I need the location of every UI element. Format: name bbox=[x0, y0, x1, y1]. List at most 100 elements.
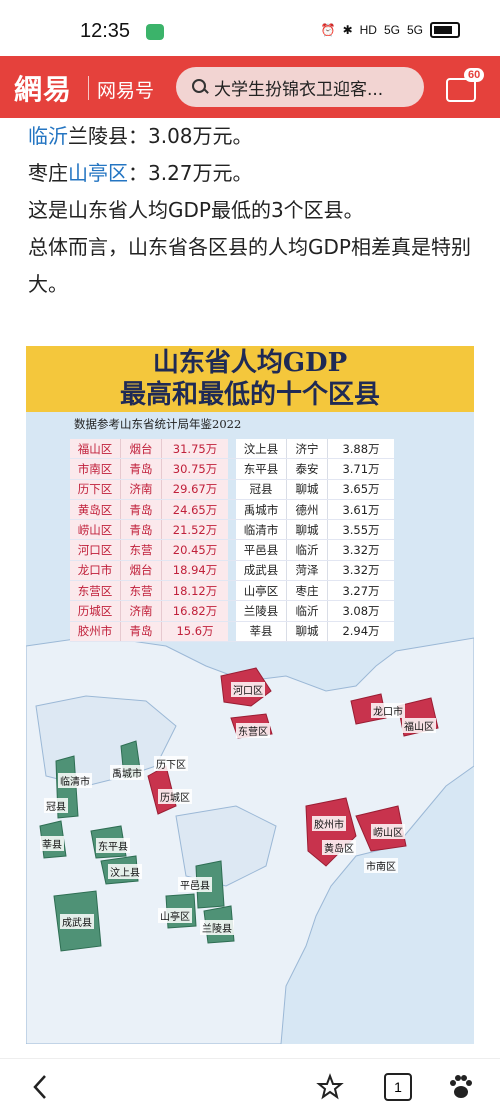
map-label-chengwu: 成武县 bbox=[60, 914, 94, 929]
line-prefix: 枣庄 bbox=[28, 161, 68, 185]
map-label-fushan: 福山区 bbox=[402, 718, 436, 733]
battery-icon bbox=[430, 22, 460, 38]
table-gap bbox=[228, 580, 236, 602]
link-linyi[interactable]: 临沂 bbox=[28, 124, 68, 148]
table-cell: 31.75万 bbox=[161, 439, 228, 460]
table-cell: 河口区 bbox=[70, 539, 121, 561]
table-cell: 山亭区 bbox=[236, 580, 287, 602]
table-cell: 20.45万 bbox=[161, 539, 228, 561]
table-cell: 青岛 bbox=[120, 499, 162, 521]
table-row: 龙口市 烟台 18.94万 成武县 菏泽 3.32万 bbox=[70, 560, 394, 582]
table-cell: 东营 bbox=[120, 539, 162, 561]
table-cell: 15.6万 bbox=[161, 621, 228, 642]
table-cell: 成武县 bbox=[236, 560, 287, 582]
map-label-huangdao: 黄岛区 bbox=[322, 840, 356, 855]
table-cell: 历下区 bbox=[70, 479, 121, 500]
map-label-shinan: 市南区 bbox=[364, 858, 398, 873]
table-cell: 聊城 bbox=[286, 519, 328, 541]
search-icon bbox=[192, 79, 208, 95]
map-label-lanling: 兰陵县 bbox=[200, 920, 234, 935]
hd-icon: HD bbox=[359, 23, 377, 37]
map-label-dongying: 东营区 bbox=[236, 723, 270, 738]
table-gap bbox=[228, 458, 236, 480]
table-row: 崂山区 青岛 21.52万 临清市 聊城 3.55万 bbox=[70, 519, 394, 541]
table-row: 黄岛区 青岛 24.65万 禹城市 德州 3.61万 bbox=[70, 499, 394, 521]
bottom-toolbar: 1 bbox=[0, 1058, 500, 1118]
map-label-longkou: 龙口市 bbox=[371, 703, 405, 718]
table-cell: 临沂 bbox=[286, 539, 328, 561]
alarm-icon: ⏰ bbox=[320, 23, 336, 37]
figure-source: 数据参考山东省统计局年鉴2022 bbox=[74, 417, 242, 431]
search-suggestion: 大学生扮锦衣卫迎客... bbox=[214, 79, 384, 100]
table-cell: 青岛 bbox=[120, 458, 162, 480]
message-icon bbox=[446, 78, 476, 102]
line-text: 兰陵县：3.08万元。 bbox=[68, 124, 253, 148]
article-image[interactable]: 山东省人均GDP 最高和最低的十个区县 数据参考山东省统计局年鉴2022 福山区… bbox=[26, 346, 474, 1044]
tabs-button[interactable]: 1 bbox=[384, 1073, 412, 1101]
table-cell: 东平县 bbox=[236, 458, 287, 480]
link-shanting[interactable]: 山亭区 bbox=[68, 161, 128, 185]
favorite-star-icon[interactable] bbox=[316, 1073, 344, 1101]
table-gap bbox=[228, 479, 236, 500]
message-button[interactable]: 60 bbox=[446, 68, 485, 102]
paragraph: 这是山东省人均GDP最低的3个区县。 bbox=[28, 198, 364, 222]
table-cell: 29.67万 bbox=[161, 479, 228, 500]
table-cell: 3.61万 bbox=[327, 499, 394, 521]
table-cell: 临沂 bbox=[286, 600, 328, 622]
table-gap bbox=[228, 539, 236, 561]
table-cell: 2.94万 bbox=[327, 621, 394, 642]
message-badge: 60 bbox=[464, 68, 485, 82]
back-icon[interactable] bbox=[30, 1073, 50, 1101]
table-row: 福山区 烟台 31.75万 汶上县 济宁 3.88万 bbox=[70, 439, 394, 460]
channel-label[interactable]: 网易号 bbox=[97, 80, 155, 102]
status-icons: ⏰ ✱ HD 5G 5G bbox=[321, 22, 460, 38]
map-label-licheng: 历城区 bbox=[158, 789, 192, 804]
map-label-guanxian: 冠县 bbox=[44, 798, 68, 813]
table-cell: 黄岛区 bbox=[70, 499, 121, 521]
table-cell: 聊城 bbox=[286, 479, 328, 500]
table-cell: 聊城 bbox=[286, 621, 328, 642]
paragraph: 总体而言，山东省各区县的人均GDP相差真是特别大。 bbox=[28, 235, 471, 296]
table-cell: 龙口市 bbox=[70, 560, 121, 582]
map-label-yucheng: 禹城市 bbox=[110, 765, 144, 780]
gdp-table: 福山区 烟台 31.75万 汶上县 济宁 3.88万 市南区 青岛 30.75万 东平县 泰安 3.7… bbox=[70, 439, 394, 642]
table-row: 河口区 东营 20.45万 平邑县 临沂 3.32万 bbox=[70, 539, 394, 561]
netease-logo[interactable]: 網易 bbox=[14, 73, 73, 106]
search-bar[interactable]: 大学生扮锦衣卫迎客... bbox=[176, 67, 424, 107]
map-label-shanting: 山亭区 bbox=[158, 908, 192, 923]
table-cell: 3.71万 bbox=[327, 458, 394, 480]
map-label-laoshan: 崂山区 bbox=[371, 824, 405, 839]
map-label-pingyi: 平邑县 bbox=[178, 877, 212, 892]
table-cell: 冠县 bbox=[236, 479, 287, 500]
line-text: ：3.27万元。 bbox=[128, 161, 253, 185]
map-label-wenshang: 汶上县 bbox=[108, 864, 142, 879]
status-bar: 12:35 ⏰ ✱ HD 5G 5G bbox=[0, 0, 500, 56]
table-row: 胶州市 青岛 15.6万 莘县 聊城 2.94万 bbox=[70, 621, 394, 642]
clock: 12:35 bbox=[80, 20, 131, 42]
table-gap bbox=[228, 621, 236, 642]
map-label-lixia: 历下区 bbox=[154, 756, 188, 771]
map-label-shenxian: 莘县 bbox=[40, 836, 64, 851]
table-cell: 30.75万 bbox=[161, 458, 228, 480]
table-gap bbox=[228, 439, 236, 460]
table-row: 历下区 济南 29.67万 冠县 聊城 3.65万 bbox=[70, 479, 394, 500]
top-navbar: 網易 网易号 大学生扮锦衣卫迎客... 60 bbox=[0, 56, 500, 118]
table-cell: 青岛 bbox=[120, 519, 162, 541]
figure-title: 山东省人均GDP 最高和最低的十个区县 bbox=[26, 346, 474, 412]
paw-icon[interactable] bbox=[446, 1073, 474, 1101]
table-cell: 福山区 bbox=[70, 439, 121, 460]
table-cell: 21.52万 bbox=[161, 519, 228, 541]
article-line: 枣庄山亭区：3.27万元。 bbox=[28, 155, 478, 192]
table-cell: 东营 bbox=[120, 580, 162, 602]
divider bbox=[88, 76, 89, 100]
table-cell: 胶州市 bbox=[70, 621, 121, 642]
table-cell: 18.94万 bbox=[161, 560, 228, 582]
article-line: 临沂兰陵县：3.08万元。 bbox=[28, 118, 478, 155]
table-cell: 济南 bbox=[120, 600, 162, 622]
table-cell: 禹城市 bbox=[236, 499, 287, 521]
table-gap bbox=[228, 600, 236, 622]
table-cell: 3.32万 bbox=[327, 560, 394, 582]
table-cell: 兰陵县 bbox=[236, 600, 287, 622]
table-cell: 济宁 bbox=[286, 439, 328, 460]
table-cell: 泰安 bbox=[286, 458, 328, 480]
